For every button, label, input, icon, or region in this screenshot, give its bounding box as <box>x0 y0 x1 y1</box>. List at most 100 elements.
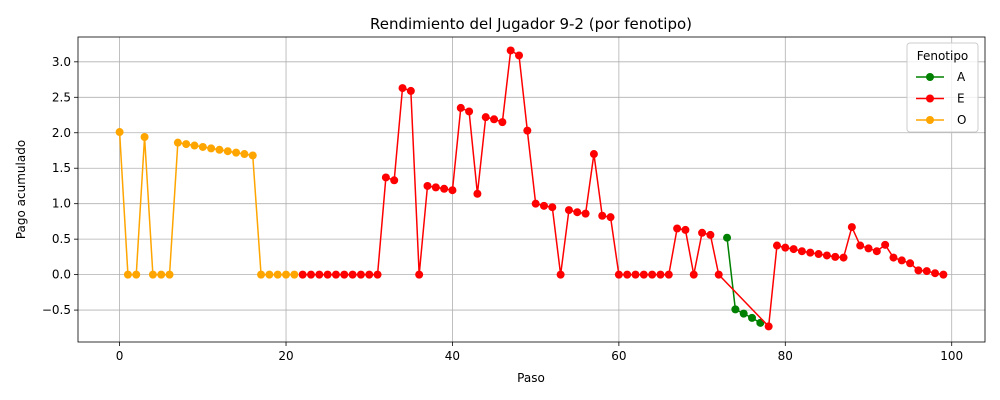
legend-title: Fenotipo <box>917 49 969 63</box>
data-point-a <box>739 309 748 318</box>
data-point-e <box>323 270 332 279</box>
data-point-e <box>889 253 898 262</box>
data-point-o <box>207 144 216 153</box>
series-a <box>723 233 765 327</box>
data-point-e <box>631 270 640 279</box>
legend-marker-o <box>926 116 934 124</box>
data-point-e <box>623 270 632 279</box>
y-tick-label: −0.5 <box>42 303 71 317</box>
data-point-o <box>140 133 149 142</box>
data-point-e <box>398 84 407 93</box>
data-point-e <box>515 51 524 60</box>
data-point-e <box>914 266 923 275</box>
data-point-e <box>448 186 457 195</box>
data-point-e <box>781 243 790 252</box>
x-tick-label: 40 <box>445 349 460 363</box>
data-point-e <box>456 103 465 112</box>
y-tick-label: 0.5 <box>52 232 71 246</box>
data-point-e <box>698 228 707 237</box>
data-point-e <box>656 270 665 279</box>
data-point-e <box>714 270 723 279</box>
data-point-e <box>490 115 499 124</box>
data-point-e <box>498 118 507 127</box>
data-point-e <box>922 267 931 276</box>
data-point-o <box>182 140 191 149</box>
y-tick-label: 1.0 <box>52 197 71 211</box>
data-point-o <box>290 270 299 279</box>
data-point-e <box>673 224 682 233</box>
data-point-o <box>265 270 274 279</box>
grid-lines <box>78 37 985 342</box>
data-point-e <box>390 176 399 185</box>
legend-label-o: O <box>957 113 966 127</box>
data-point-e <box>539 201 548 210</box>
y-tick-label: 0.0 <box>52 268 71 282</box>
data-point-e <box>331 270 340 279</box>
data-point-e <box>906 259 915 268</box>
data-point-o <box>282 270 291 279</box>
data-point-o <box>273 270 282 279</box>
data-point-e <box>664 270 673 279</box>
data-point-o <box>257 270 266 279</box>
data-point-o <box>240 150 249 159</box>
y-tick-label: 2.5 <box>52 90 71 104</box>
data-point-e <box>839 253 848 262</box>
data-point-a <box>731 305 740 314</box>
x-axis-label: Paso <box>517 371 545 385</box>
data-point-e <box>639 270 648 279</box>
data-point-e <box>831 252 840 261</box>
data-point-o <box>248 151 257 160</box>
data-point-e <box>822 251 831 260</box>
series-o <box>115 128 299 279</box>
data-point-o <box>123 270 132 279</box>
data-point-a <box>748 313 757 322</box>
x-tick-label: 0 <box>116 349 124 363</box>
data-point-e <box>531 199 540 208</box>
data-point-e <box>415 270 424 279</box>
data-point-e <box>340 270 349 279</box>
data-point-e <box>939 270 948 279</box>
data-point-e <box>556 270 565 279</box>
data-point-e <box>548 203 557 212</box>
data-point-e <box>348 270 357 279</box>
data-point-e <box>573 208 582 217</box>
series-e <box>298 46 948 331</box>
data-point-o <box>115 128 124 137</box>
series-layer <box>115 46 948 331</box>
data-point-e <box>306 270 315 279</box>
data-point-e <box>872 247 881 256</box>
data-point-e <box>564 206 573 215</box>
x-tick-label: 80 <box>778 349 793 363</box>
data-point-e <box>847 223 856 232</box>
data-point-e <box>356 270 365 279</box>
legend-box <box>906 42 979 133</box>
data-point-e <box>589 150 598 159</box>
data-point-o <box>165 270 174 279</box>
data-point-o <box>215 145 224 154</box>
data-point-o <box>173 138 182 147</box>
legend-label-a: A <box>957 70 966 84</box>
legend-marker-a <box>926 73 934 81</box>
data-point-e <box>764 322 773 331</box>
data-point-e <box>864 244 873 253</box>
data-point-e <box>423 181 432 190</box>
data-point-e <box>465 107 474 116</box>
data-point-e <box>931 269 940 278</box>
y-tick-label: 2.0 <box>52 126 71 140</box>
data-point-e <box>523 126 532 135</box>
data-point-e <box>681 225 690 234</box>
data-point-e <box>481 113 490 122</box>
data-point-a <box>723 233 732 242</box>
data-point-e <box>897 256 906 265</box>
legend-marker-e <box>926 94 934 103</box>
y-axis-label: Pago acumulado <box>14 140 28 239</box>
data-point-e <box>406 86 415 95</box>
data-point-e <box>315 270 324 279</box>
data-point-e <box>789 245 798 254</box>
data-point-e <box>814 250 823 259</box>
data-point-e <box>614 270 623 279</box>
data-point-e <box>431 183 440 192</box>
series-line-e <box>302 49 944 329</box>
axis-ticks: 0 20 40 60 80 100 −0.5 0.0 0.5 1.0 1.5 2.0 2.5 3.0 <box>42 55 963 363</box>
